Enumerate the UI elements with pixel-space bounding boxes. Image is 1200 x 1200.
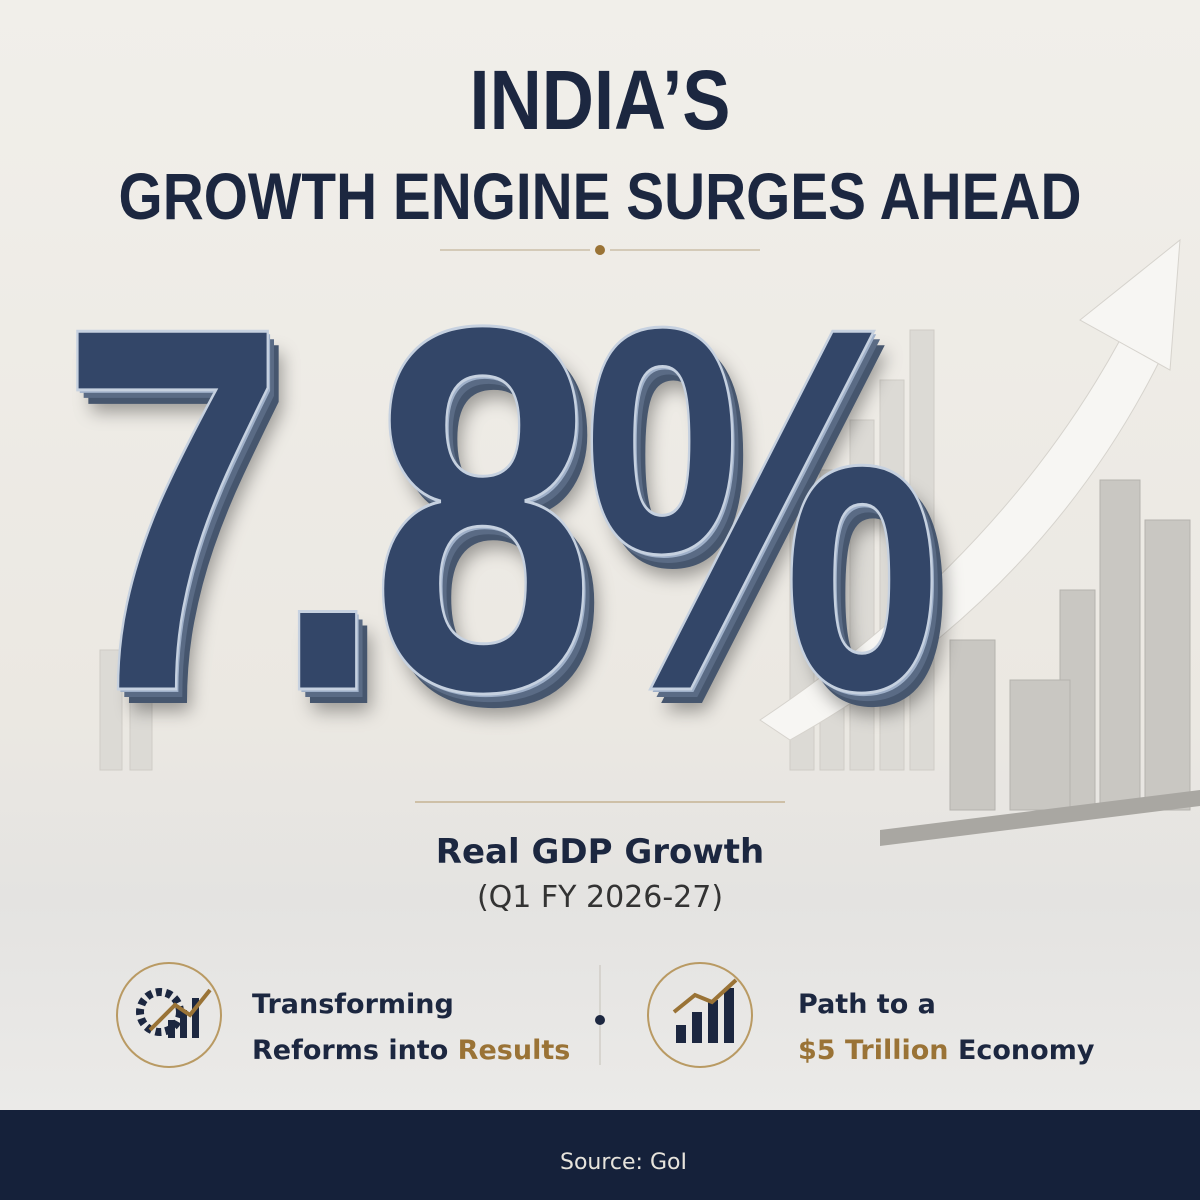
feature: Path to a $5 Trillion Economy	[798, 982, 1094, 1074]
highlight: $5 Trillion	[798, 1035, 949, 1066]
footer-bar	[0, 1110, 1200, 1200]
highlight: Results	[457, 1035, 571, 1066]
source: Source: GoI	[560, 1150, 687, 1175]
feature: Transforming Reforms into Results	[252, 982, 570, 1074]
title: INDIA’S	[469, 53, 731, 147]
text: Reforms into	[252, 1035, 449, 1066]
feature-line: Reforms into Results	[252, 1028, 570, 1074]
hero-label: Real GDP Growth	[435, 832, 765, 872]
feature-line: $5 Trillion Economy	[798, 1028, 1094, 1074]
feature-line: Transforming	[252, 989, 454, 1020]
feature-line: Path to a	[798, 989, 936, 1020]
hero-period: (Q1 FY 2026-27)	[476, 880, 724, 915]
title: GROWTH ENGINE SURGES AHEAD	[118, 159, 1082, 233]
hero-figure: 7.8%	[59, 219, 944, 800]
text: Economy	[957, 1035, 1095, 1066]
